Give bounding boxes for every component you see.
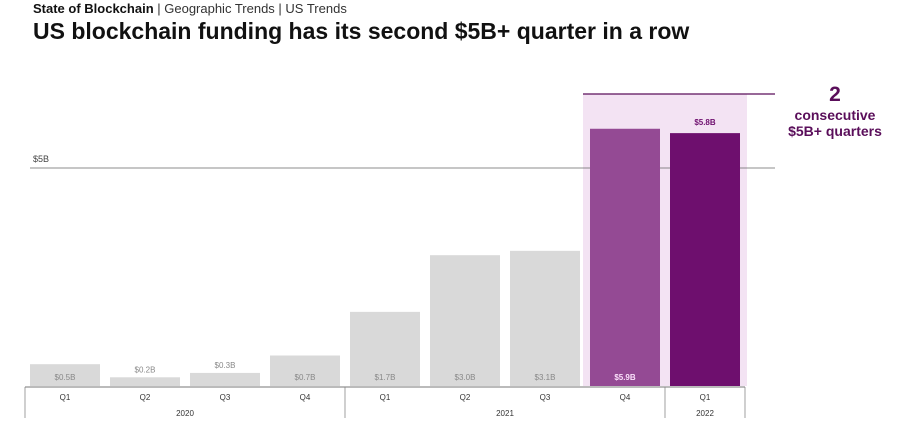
breadcrumb-rest: | Geographic Trends | US Trends bbox=[153, 1, 347, 16]
annotation-text: $5B+ quarters bbox=[788, 123, 882, 139]
annotation-number: 2 bbox=[829, 83, 841, 106]
bar bbox=[350, 311, 420, 386]
breadcrumb: State of Blockchain | Geographic Trends … bbox=[33, 1, 347, 16]
x-tick-label: Q1 bbox=[380, 393, 391, 402]
data-label: $1.7B bbox=[375, 373, 396, 382]
bar bbox=[510, 250, 580, 386]
data-label: $0.5B bbox=[55, 373, 76, 382]
data-label: $3.1B bbox=[535, 373, 556, 382]
bar bbox=[670, 133, 740, 386]
x-tick-label: Q4 bbox=[620, 393, 631, 402]
bar bbox=[430, 255, 500, 386]
data-label: $0.7B bbox=[295, 373, 316, 382]
x-tick-label: Q4 bbox=[300, 393, 311, 402]
data-label: $5.9B bbox=[614, 373, 636, 382]
data-label: $3.0B bbox=[455, 373, 476, 382]
data-label: $0.3B bbox=[215, 361, 236, 370]
x-year-label: 2022 bbox=[696, 409, 714, 418]
bar bbox=[190, 372, 260, 386]
x-year-label: 2021 bbox=[496, 409, 514, 418]
x-tick-label: Q1 bbox=[700, 393, 711, 402]
x-tick-label: Q1 bbox=[60, 393, 71, 402]
x-tick-label: Q3 bbox=[540, 393, 551, 402]
x-year-label: 2020 bbox=[176, 409, 194, 418]
bar bbox=[590, 128, 660, 386]
chart-title: US blockchain funding has its second $5B… bbox=[33, 18, 690, 44]
x-tick-label: Q3 bbox=[220, 393, 231, 402]
reference-line-label: $5B bbox=[33, 154, 49, 164]
bar bbox=[110, 377, 180, 386]
x-tick-label: Q2 bbox=[140, 393, 151, 402]
bar bbox=[30, 364, 100, 386]
annotation-text: consecutive bbox=[795, 107, 876, 123]
x-tick-label: Q2 bbox=[460, 393, 471, 402]
breadcrumb-section[interactable]: State of Blockchain bbox=[33, 1, 154, 16]
data-label: $5.8B bbox=[694, 118, 716, 127]
bar bbox=[270, 355, 340, 386]
data-label: $0.2B bbox=[135, 365, 156, 374]
